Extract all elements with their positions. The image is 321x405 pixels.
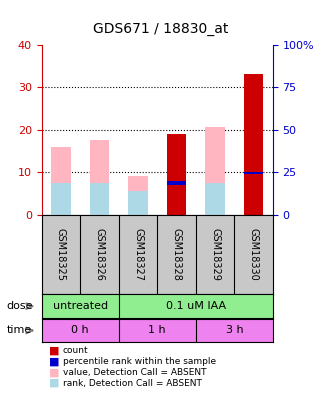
Text: 0 h: 0 h xyxy=(72,326,89,335)
Bar xyxy=(244,172,263,174)
Bar xyxy=(167,134,186,215)
Bar xyxy=(167,181,186,185)
Bar xyxy=(42,319,119,342)
Text: ■: ■ xyxy=(49,378,60,388)
Text: 1 h: 1 h xyxy=(149,326,166,335)
Text: ■: ■ xyxy=(49,345,60,355)
Bar xyxy=(128,191,148,215)
Text: GSM18329: GSM18329 xyxy=(210,228,220,281)
Text: time: time xyxy=(6,325,32,335)
Bar xyxy=(90,140,109,215)
Bar xyxy=(205,128,225,215)
Bar xyxy=(51,147,71,215)
Text: GSM18325: GSM18325 xyxy=(56,228,66,281)
Text: value, Detection Call = ABSENT: value, Detection Call = ABSENT xyxy=(63,368,206,377)
Text: GSM18327: GSM18327 xyxy=(133,228,143,281)
Text: dose: dose xyxy=(6,301,33,311)
Text: 3 h: 3 h xyxy=(226,326,243,335)
Bar xyxy=(244,75,263,215)
Bar xyxy=(196,319,273,342)
Bar xyxy=(42,294,119,318)
Bar xyxy=(119,319,196,342)
Text: rank, Detection Call = ABSENT: rank, Detection Call = ABSENT xyxy=(63,379,202,388)
Bar xyxy=(90,183,109,215)
Text: GDS671 / 18830_at: GDS671 / 18830_at xyxy=(93,22,228,36)
Text: 0.1 uM IAA: 0.1 uM IAA xyxy=(166,301,226,311)
Bar xyxy=(128,177,148,215)
Text: count: count xyxy=(63,346,88,355)
Text: GSM18326: GSM18326 xyxy=(94,228,105,281)
Bar xyxy=(51,183,71,215)
Text: ■: ■ xyxy=(49,367,60,377)
Text: percentile rank within the sample: percentile rank within the sample xyxy=(63,357,216,366)
Text: ■: ■ xyxy=(49,356,60,366)
Text: GSM18330: GSM18330 xyxy=(248,228,259,281)
Bar xyxy=(119,294,273,318)
Text: untreated: untreated xyxy=(53,301,108,311)
Bar xyxy=(205,183,225,215)
Text: GSM18328: GSM18328 xyxy=(171,228,182,281)
